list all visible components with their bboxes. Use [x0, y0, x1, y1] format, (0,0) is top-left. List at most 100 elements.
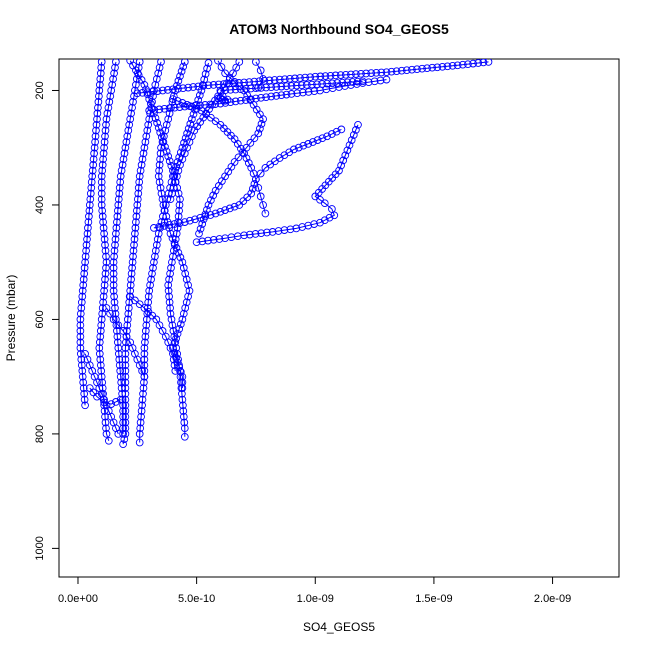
data-point: [97, 183, 106, 192]
data-point: [310, 220, 318, 228]
data-point: [347, 70, 355, 79]
data-point: [209, 235, 218, 244]
data-point: [310, 87, 319, 96]
data-point: [203, 205, 211, 214]
data-point: [262, 93, 270, 102]
data-point: [225, 204, 234, 213]
data-point: [179, 62, 188, 71]
data-point: [268, 228, 277, 236]
data-point: [257, 84, 265, 92]
data-point: [176, 195, 184, 204]
data-point: [343, 146, 352, 155]
data-point: [83, 229, 92, 238]
data-point: [113, 338, 122, 347]
data-point: [119, 155, 128, 164]
data-point: [185, 286, 194, 295]
data-point: [127, 269, 136, 278]
data-point: [89, 161, 98, 169]
chart-title: ATOM3 Northbound SO4_GEOS5: [229, 21, 449, 37]
data-point: [282, 82, 291, 91]
data-point: [119, 418, 127, 427]
data-point: [197, 86, 206, 95]
data-point: [296, 74, 304, 82]
data-point: [88, 166, 97, 175]
data-point: [135, 430, 144, 438]
data-point: [150, 86, 158, 95]
data-point: [154, 69, 163, 78]
data-point: [88, 172, 97, 181]
data-point: [306, 73, 315, 82]
data-point: [298, 223, 307, 231]
data-point: [173, 172, 181, 181]
data-point: [139, 149, 148, 158]
data-point: [114, 344, 123, 352]
x-axis: 0.0e+00 5.0e-10 1.0e-09 1.5e-09 2.0e-09: [58, 576, 571, 605]
data-point: [95, 349, 104, 358]
data-point: [119, 327, 127, 335]
data-point: [95, 92, 103, 101]
data-point: [144, 292, 153, 301]
data-point: [179, 407, 188, 415]
data-point: [117, 378, 126, 387]
data-point: [142, 132, 151, 141]
data-point: [156, 155, 164, 164]
data-point: [209, 191, 218, 200]
data-point: [137, 407, 146, 415]
data-point: [173, 97, 182, 105]
data-point: [86, 189, 95, 198]
data-point: [98, 206, 107, 215]
data-point: [259, 201, 267, 209]
data-point: [99, 149, 108, 158]
data-point: [79, 281, 88, 289]
data-point: [147, 103, 155, 112]
data-point: [115, 355, 124, 364]
data-point: [112, 398, 120, 406]
data-point: [199, 215, 208, 224]
data-point: [112, 59, 120, 66]
data-point: [364, 78, 373, 87]
data-point: [376, 76, 385, 85]
data-point: [130, 92, 138, 101]
data-point: [127, 109, 135, 118]
data-point: [110, 292, 118, 301]
data-point: [114, 321, 123, 330]
data-point: [119, 407, 127, 415]
data-point: [101, 412, 109, 421]
data-point: [129, 252, 137, 261]
profile-series: [195, 59, 267, 238]
data-point: [100, 143, 108, 152]
data-point: [145, 286, 154, 295]
data-point: [182, 298, 191, 307]
data-point: [138, 395, 147, 404]
data-point: [302, 81, 311, 89]
data-point: [77, 361, 86, 370]
data-point: [244, 159, 253, 167]
data-point: [353, 77, 362, 86]
data-point: [285, 74, 294, 83]
data-point: [102, 430, 111, 438]
data-point: [166, 269, 174, 278]
data-point: [121, 378, 130, 387]
data-point: [280, 75, 289, 84]
data-point: [267, 92, 276, 101]
data-point: [277, 91, 286, 100]
data-point: [77, 355, 86, 364]
data-point: [125, 120, 134, 129]
data-point: [123, 132, 132, 141]
data-point: [458, 60, 467, 69]
data-point: [133, 201, 142, 209]
data-point: [87, 183, 96, 192]
data-point: [122, 332, 131, 341]
data-point: [160, 132, 168, 141]
data-point: [176, 253, 185, 262]
data-point: [294, 143, 303, 152]
data-point: [109, 275, 118, 284]
data-point: [192, 100, 201, 109]
data-point: [135, 172, 144, 181]
data-point: [113, 212, 122, 221]
data-point: [181, 269, 190, 278]
data-point: [246, 139, 255, 147]
data-point: [428, 63, 437, 72]
data-point: [109, 281, 118, 289]
data-point: [382, 68, 391, 77]
